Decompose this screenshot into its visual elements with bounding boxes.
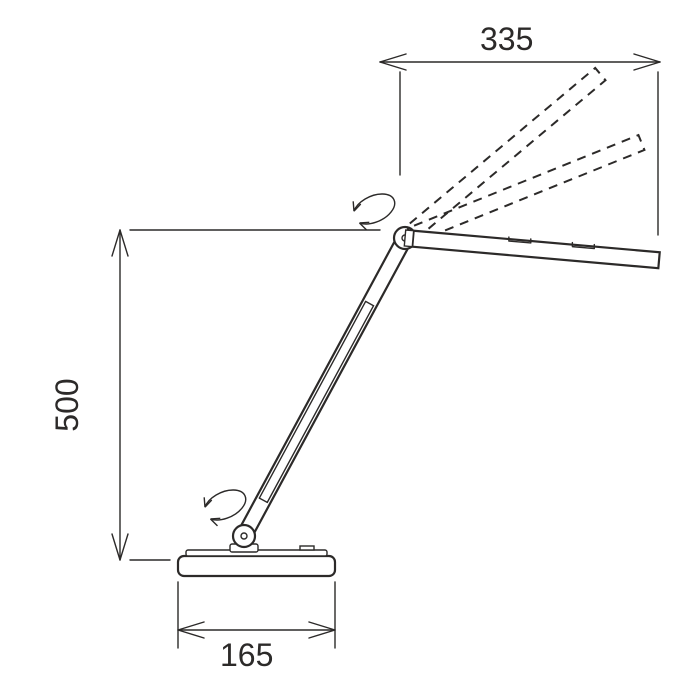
lamp-head: [412, 231, 659, 268]
dim-head-label: 335: [480, 21, 533, 57]
dim-height-label: 500: [49, 378, 85, 431]
lamp-technical-drawing: 500 165 335: [0, 0, 700, 700]
lamp-arm: [237, 234, 411, 539]
lamp-head-alt: [406, 68, 605, 239]
power-switch: [300, 546, 314, 550]
lower-joint: [233, 525, 255, 547]
rotation-arrow-upper: [350, 185, 401, 231]
lamp-base: [178, 556, 335, 576]
dim-base-label: 165: [220, 637, 273, 673]
lamp-head-alt: [409, 135, 644, 242]
